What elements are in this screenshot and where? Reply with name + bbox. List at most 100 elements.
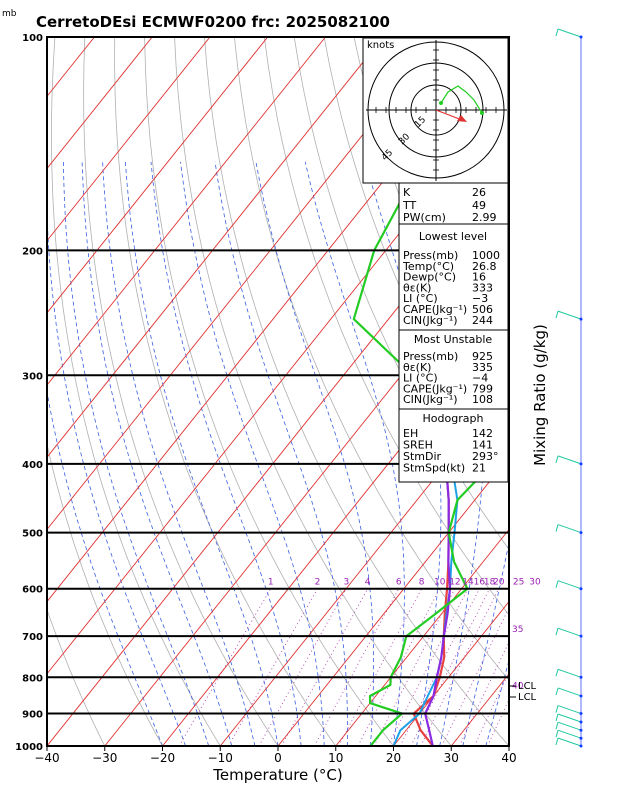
mixing-ratio-line xyxy=(314,588,400,746)
stat-value: 16 xyxy=(472,271,486,284)
moist-adiabat-line xyxy=(125,161,279,746)
stat-value: 506 xyxy=(472,303,493,316)
stat-value: 333 xyxy=(472,281,493,294)
mixing-ratio-line xyxy=(228,588,318,746)
dry-adiabat-line xyxy=(174,37,452,746)
moist-adiabat-line xyxy=(81,161,233,746)
moist-adiabat-line xyxy=(508,744,509,746)
mixing-ratio-label: 14 xyxy=(462,578,474,588)
stat-value: 21 xyxy=(472,462,486,475)
mixing-ratio-label: 30 xyxy=(529,578,541,588)
x-tick-label: 20 xyxy=(386,751,401,765)
stat-value: 925 xyxy=(472,350,493,363)
stat-value: 26.8 xyxy=(472,260,497,273)
stat-label: EH xyxy=(403,427,418,440)
x-tick-label: 40 xyxy=(501,751,516,765)
stat-label: LI (°C) xyxy=(403,292,438,305)
stat-value: 142 xyxy=(472,427,493,440)
mixing-ratio-label: 2 xyxy=(315,578,321,588)
stat-value: −4 xyxy=(472,372,488,385)
dry-adiabat-line xyxy=(293,37,509,550)
most-unstable-box xyxy=(398,329,509,410)
mixing-ratio-label: 12 xyxy=(449,578,460,588)
mixing-ratio-label: 1 xyxy=(268,578,274,588)
mixing-ratio-label: 8 xyxy=(419,578,425,588)
mixing-ratio-line xyxy=(357,588,441,746)
pressure-tick-label: 600 xyxy=(22,585,43,596)
stat-label: Dewp(°C) xyxy=(403,271,456,284)
chart-title: CerretoDEsi ECMWF0200 frc: 2025082100 xyxy=(36,13,390,31)
pressure-tick-label: 300 xyxy=(22,371,43,382)
mixing-ratio-line xyxy=(178,588,272,746)
wind-barb xyxy=(557,28,582,38)
stat-value: 244 xyxy=(472,314,493,327)
wind-barb xyxy=(557,721,582,731)
pressure-tick-label: 400 xyxy=(22,460,43,471)
x-axis-label: Temperature (°C) xyxy=(212,766,342,784)
stat-label: Press(mb) xyxy=(403,249,458,262)
pressure-tick-label: 900 xyxy=(22,710,43,721)
moist-adiabat-line xyxy=(180,161,325,746)
pressure-tick-label: 500 xyxy=(22,529,43,540)
wind-barb-dot xyxy=(579,694,583,698)
wind-barb-flag xyxy=(555,28,559,37)
stat-value: 141 xyxy=(472,439,493,452)
stat-value: 799 xyxy=(472,382,493,395)
mixing-ratio-line xyxy=(258,588,347,746)
indices-panel: K 26 TT 49 PW(cm) 2.99 Lowest level Pres… xyxy=(398,182,509,483)
hodograph-trace xyxy=(440,85,483,114)
wind-barb-flag xyxy=(555,524,559,532)
wind-barb-dot xyxy=(579,712,583,716)
wind-barb-flag xyxy=(555,705,559,713)
pressure-tick-label: 700 xyxy=(22,632,43,643)
pressure-tick-label: 800 xyxy=(22,673,43,684)
wind-barb-flag xyxy=(555,730,559,738)
wind-barb xyxy=(557,713,582,723)
mixing-ratio-label: 35 xyxy=(512,625,523,635)
pw-label: PW(cm) xyxy=(403,211,446,224)
pressure-tick-label: 1000 xyxy=(15,742,43,753)
mixing-ratio-line xyxy=(338,588,422,746)
x-tick-label: 10 xyxy=(328,751,343,765)
y-axis-label: Mixing Ratio (g/kg) xyxy=(531,324,549,466)
wind-barb xyxy=(557,705,582,715)
moist-adiabat-line xyxy=(365,161,442,746)
stat-label: CIN(Jkg⁻¹) xyxy=(403,314,458,327)
wind-barb-dot xyxy=(579,317,583,321)
pw-value: 2.99 xyxy=(472,211,497,224)
wind-barb-dot xyxy=(579,531,583,535)
isotherm-line xyxy=(47,37,384,458)
wind-barb-dot xyxy=(579,35,583,39)
mixing-ratio-line xyxy=(373,588,456,746)
wind-barbs xyxy=(555,28,583,748)
wind-barb xyxy=(557,737,582,747)
wind-barb-flag xyxy=(555,580,559,588)
wind-barb-dot xyxy=(579,675,583,679)
moist-adiabat-line xyxy=(47,389,163,746)
lowest-level-title: Lowest level xyxy=(419,230,487,243)
x-tick-label: −40 xyxy=(34,751,59,765)
lcl-label-2: LCL xyxy=(518,692,537,703)
isotherm-line xyxy=(47,37,442,531)
wind-barb xyxy=(557,310,582,320)
stat-label: Press(mb) xyxy=(403,350,458,363)
mixing-ratio-label: 3 xyxy=(344,578,350,588)
wind-barb xyxy=(557,729,582,739)
dry-adiabat-line xyxy=(263,37,509,616)
stat-value: 293° xyxy=(472,450,499,463)
lcl-label-1: LCL xyxy=(518,681,537,692)
stat-label: CIN(Jkg⁻¹) xyxy=(403,393,458,406)
hodograph-stats-title: Hodograph xyxy=(423,412,484,425)
dry-adiabat-line xyxy=(47,608,106,746)
most-unstable-title: Most Unstable xyxy=(414,333,493,346)
wind-barb-dot xyxy=(579,728,583,732)
x-tick-label: −20 xyxy=(150,751,175,765)
x-tick-label: 0 xyxy=(274,751,282,765)
moist-adiabat-line xyxy=(150,161,302,746)
wind-barb-dot xyxy=(579,736,583,740)
isotherm-line xyxy=(47,167,509,746)
mixing-ratio-label: 4 xyxy=(365,578,371,588)
hodograph-start-dot xyxy=(439,101,443,105)
mixing-ratio-line xyxy=(458,641,509,746)
stat-label: StmSpd(kt) xyxy=(403,462,465,475)
